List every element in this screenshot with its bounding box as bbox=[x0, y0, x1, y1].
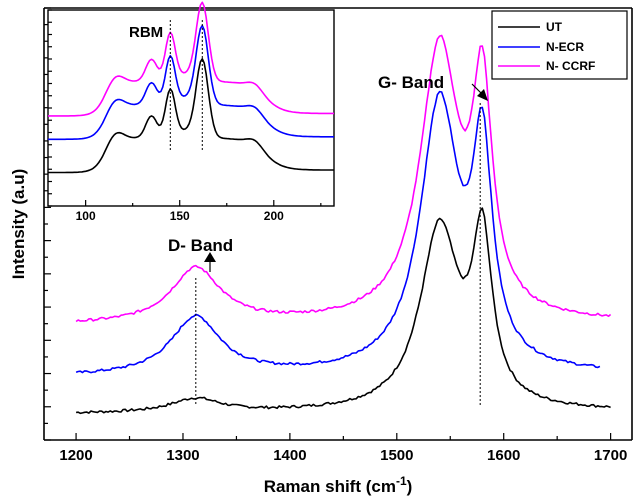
series-line-2 bbox=[75, 34, 612, 323]
x-axis-title: Raman shift (cm-1) bbox=[264, 474, 413, 496]
inset-guides bbox=[169, 20, 203, 150]
x-tick-label: 1400 bbox=[273, 447, 306, 464]
rbm-inset: 100 150 200 RBM bbox=[47, 1, 335, 223]
inset-series-line-2 bbox=[48, 1, 334, 117]
x-tick-label: 1600 bbox=[487, 447, 520, 464]
x-axis-title-superscript: -1 bbox=[396, 474, 407, 488]
legend: UT N-ECR N- CCRF bbox=[491, 10, 628, 80]
inset-x-tick-label: 200 bbox=[264, 209, 284, 223]
inset-series-line-0 bbox=[48, 57, 334, 174]
inset-frame bbox=[47, 9, 335, 207]
x-tick-label: 1200 bbox=[59, 447, 92, 464]
x-axis-ticks: 1200 1300 1400 1500 1600 1700 bbox=[59, 433, 627, 464]
d-band-arrow-head bbox=[204, 252, 216, 262]
g-band-arrow-head bbox=[477, 89, 488, 101]
inset-series-line-1 bbox=[48, 24, 334, 141]
inset-x-ticks: 100 150 200 bbox=[76, 200, 322, 223]
x-axis-title-close: ) bbox=[407, 477, 413, 496]
y-axis-title: Intensity (a.u) bbox=[9, 169, 28, 280]
x-tick-label: 1300 bbox=[166, 447, 199, 464]
series-line-1 bbox=[75, 90, 601, 374]
series-line-0 bbox=[76, 207, 611, 415]
x-tick-label: 1700 bbox=[594, 447, 627, 464]
inset-x-tick-label: 150 bbox=[170, 209, 190, 223]
x-axis-title-main: Raman shift (cm bbox=[264, 477, 396, 496]
legend-label-ut: UT bbox=[546, 20, 563, 34]
inset-series-group bbox=[48, 1, 334, 174]
main-guides bbox=[195, 103, 481, 405]
legend-label-n-ecr: N-ECR bbox=[546, 40, 584, 54]
inset-y-ticks bbox=[48, 9, 52, 207]
d-band-annotation: D- Band bbox=[168, 236, 233, 255]
legend-box bbox=[491, 10, 628, 80]
inset-title-rbm: RBM bbox=[129, 24, 163, 41]
g-band-annotation: G- Band bbox=[378, 73, 444, 92]
x-tick-label: 1500 bbox=[380, 447, 413, 464]
inset-x-tick-label: 100 bbox=[76, 209, 96, 223]
main-series-group bbox=[75, 34, 612, 415]
legend-label-n-ccrf: N- CCRF bbox=[546, 59, 595, 73]
